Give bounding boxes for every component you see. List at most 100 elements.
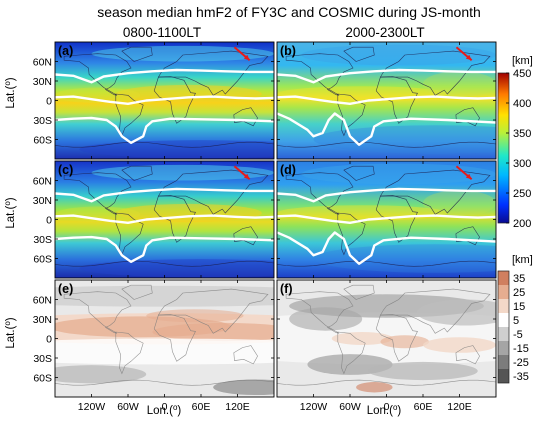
x-tick-label: 120E <box>225 401 250 413</box>
coastline <box>379 169 491 215</box>
column-title-right: 2000-2300LT <box>345 25 424 40</box>
field-patch <box>115 84 262 104</box>
coastline <box>277 379 496 386</box>
coastline <box>277 260 496 267</box>
contour-equator <box>277 214 496 224</box>
colorbar-hmf2-gradient <box>497 72 510 224</box>
panel-label: (d) <box>280 163 296 177</box>
panel-label: (e) <box>58 282 73 296</box>
colorbar-tick-label: 300 <box>513 158 531 170</box>
panel-label: (b) <box>280 44 296 58</box>
field-patch <box>331 332 393 345</box>
colorbar-tick-label: 5 <box>513 315 519 327</box>
y-axis-label-row1: Lat.(o) <box>3 77 17 108</box>
field-patch <box>146 309 244 323</box>
x-tick-label: 60W <box>339 401 361 413</box>
y-tick-label: 30S <box>33 115 52 127</box>
coastline <box>153 76 196 124</box>
y-tick-label: 60N <box>33 176 52 188</box>
y-tick-label: 60N <box>33 295 52 307</box>
panel-f: (f) 120W 60W 0 60E 120E <box>276 279 497 413</box>
field-patch <box>79 140 274 159</box>
figure-title: season median hmF2 of FY3C and COSMIC du… <box>97 4 481 20</box>
colorbar-hmf2-unit: [km] <box>512 55 533 67</box>
red-arrow-head <box>243 173 250 180</box>
coastline <box>379 50 491 96</box>
coastline <box>233 107 258 127</box>
coastline <box>343 165 375 181</box>
coastline <box>337 331 366 375</box>
colorbar-tick-label: 15 <box>513 301 525 313</box>
colorbar-tick-label: 25 <box>513 287 525 299</box>
coastline <box>55 141 274 148</box>
x-axis-label-left: Lon.(o) <box>147 403 182 417</box>
coastline <box>121 165 153 181</box>
contour-south <box>55 116 274 144</box>
contour-equator <box>55 95 274 105</box>
colorbar-diff-segment <box>498 313 509 327</box>
field-patch <box>301 163 496 185</box>
field-patch <box>55 365 147 384</box>
colorbar-tick-label: -35 <box>513 371 529 383</box>
colorbar-diff-segment <box>498 299 509 313</box>
contour-south <box>277 112 496 146</box>
coastline <box>233 226 258 246</box>
y-tick-label: 30S <box>33 234 52 246</box>
x-tick-label: 0 <box>162 401 168 413</box>
red-arrow-head <box>465 54 472 61</box>
coastline <box>379 288 491 334</box>
contour-north <box>55 187 274 203</box>
field-patch <box>115 203 262 223</box>
colorbar-tick-label: 250 <box>513 188 531 200</box>
coastline <box>233 345 258 365</box>
colorbar-tick-label: 200 <box>513 218 531 230</box>
colorbar-tick-label: 350 <box>513 128 531 140</box>
y-tick-label: 30S <box>33 353 52 365</box>
coastline <box>343 46 375 62</box>
coastline <box>153 195 196 243</box>
contour-south <box>277 231 496 265</box>
panel-c: (c) 60N 30N 0 30S 60S <box>33 160 275 279</box>
x-tick-label: 120W <box>78 401 106 413</box>
coastline <box>55 379 274 386</box>
field-patch <box>277 205 448 221</box>
contour-north <box>55 68 274 84</box>
field-patch <box>313 244 496 273</box>
coastline <box>375 76 418 124</box>
contour-equator <box>277 95 496 105</box>
red-arrow-head <box>465 173 472 180</box>
coastline <box>63 291 132 334</box>
x-axis-label-right: Lon.(o) <box>367 403 402 417</box>
contour-south <box>55 235 274 263</box>
field-patch <box>423 337 496 353</box>
y-tick-label: 0 <box>46 96 52 108</box>
x-tick-label: 120W <box>300 401 328 413</box>
panel-label: (c) <box>58 163 73 177</box>
panel-label: (a) <box>58 44 73 58</box>
y-tick-label: 0 <box>46 334 52 346</box>
colorbar-tick-label: 35 <box>513 273 525 285</box>
panels: (a) 60N 30N 0 30S 60S (b) (c) 60N 30N 0 30S 60S (d) (e… <box>33 41 497 413</box>
coastline <box>277 141 496 148</box>
colorbar-diff-segment <box>498 355 509 369</box>
colorbar-tick-label: -25 <box>513 357 529 369</box>
contour-north <box>277 68 496 84</box>
field-patch <box>55 87 141 104</box>
panel-a: (a) 60N 30N 0 30S 60S <box>33 41 275 160</box>
field-patch <box>380 335 430 349</box>
coastline <box>121 284 153 300</box>
x-tick-label: 60E <box>192 401 211 413</box>
y-tick-label: 60N <box>33 57 52 69</box>
x-tick-label: 0 <box>384 401 390 413</box>
coastline <box>157 50 269 96</box>
x-tick-label: 60W <box>117 401 139 413</box>
coastline <box>55 260 274 267</box>
field-patch <box>356 382 393 393</box>
coastline <box>63 172 132 215</box>
x-tick-label: 60E <box>414 401 433 413</box>
coastline <box>285 53 354 96</box>
y-tick-label: 60S <box>33 254 52 266</box>
coastline <box>153 314 196 362</box>
y-tick-label: 60S <box>33 135 52 147</box>
